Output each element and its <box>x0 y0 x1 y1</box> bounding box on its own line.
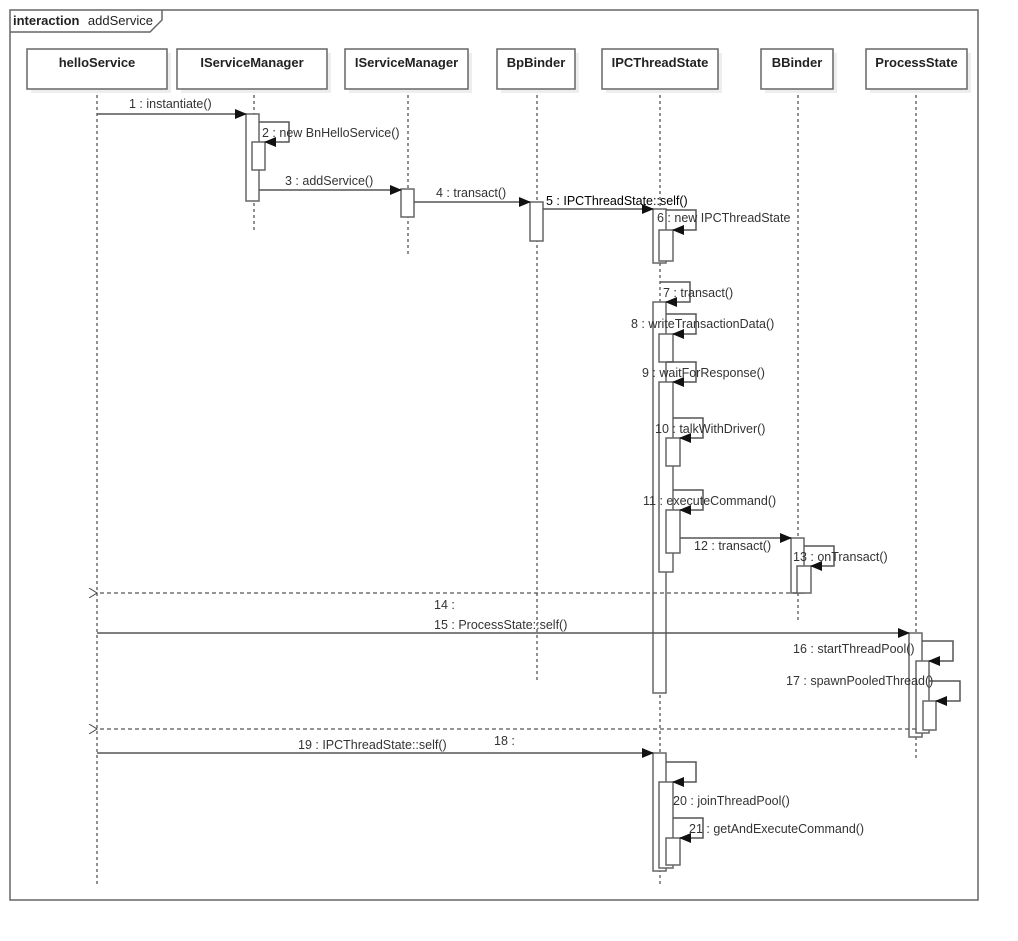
message-label: 3 : addService() <box>285 174 373 188</box>
frame-label: interaction addService <box>13 12 153 29</box>
lifeline-name: IServiceManager <box>200 55 303 70</box>
self-message-arrow <box>666 209 697 235</box>
activation-bar <box>665 837 681 866</box>
message-label: 14 : <box>434 598 455 612</box>
activation-bar <box>665 509 681 554</box>
self-message-arrow <box>929 680 961 706</box>
frame-name: addService <box>88 13 153 28</box>
activation-bar <box>665 437 681 467</box>
frame-label-tab <box>10 10 163 33</box>
activation-bar <box>796 565 812 594</box>
lifeline-name: helloService <box>59 55 136 70</box>
message-label: 10 : talkWithDriver() <box>655 422 765 436</box>
lifeline-name: IServiceManager <box>355 55 458 70</box>
activation-bar <box>251 141 266 171</box>
message-label: 6 : new IPCThreadState <box>657 211 790 225</box>
message-label: 11 : executeCommand() <box>643 494 776 508</box>
message-label: 13 : onTransact() <box>793 550 888 564</box>
self-message-arrow <box>666 361 697 387</box>
self-message-arrow <box>666 761 697 787</box>
lifeline-header <box>176 48 328 90</box>
self-message-arrow <box>666 313 697 339</box>
message-label: 19 : IPCThreadState::self() <box>298 738 447 752</box>
lifeline-name: ProcessState <box>875 55 957 70</box>
self-message-arrow <box>259 121 290 147</box>
message-label: 8 : writeTransactionData() <box>631 317 774 331</box>
message-label: 12 : transact() <box>694 539 771 553</box>
self-message-arrow <box>673 817 704 843</box>
lifeline-header <box>760 48 834 90</box>
activation-bar <box>658 333 674 363</box>
activation-bar <box>658 229 674 262</box>
activation-bar <box>529 201 544 242</box>
message-label: 4 : transact() <box>436 186 506 200</box>
self-message-arrow <box>673 489 704 515</box>
lifeline-header <box>496 48 576 90</box>
lifeline-name: IPCThreadState <box>612 55 709 70</box>
interaction-frame <box>9 9 979 901</box>
activation-bar <box>400 188 415 218</box>
message-label: 21 : getAndExecuteCommand() <box>689 822 864 836</box>
lifeline-header <box>601 48 719 90</box>
message-label: 1 : instantiate() <box>129 97 212 111</box>
frame-keyword: interaction <box>13 13 80 28</box>
lifeline-name: BBinder <box>772 55 823 70</box>
message-label: 18 : <box>494 734 515 748</box>
message-label: 7 : transact() <box>663 286 733 300</box>
message-label: 17 : spawnPooledThread() <box>786 674 933 688</box>
self-message-arrow <box>660 281 691 307</box>
self-message-arrow <box>922 640 954 666</box>
self-message-arrow <box>804 545 835 571</box>
message-label: 5 : IPCThreadState::self() <box>546 194 688 208</box>
self-message-arrow <box>673 417 704 443</box>
message-label: 9 : waitForResponse() <box>642 366 765 380</box>
lifeline-header <box>26 48 168 90</box>
activation-bar <box>922 700 937 731</box>
lifeline-header <box>865 48 968 90</box>
lifeline-name: BpBinder <box>507 55 566 70</box>
lifeline-header <box>344 48 469 90</box>
message-label: 2 : new BnHelloService() <box>262 126 400 140</box>
message-label: 20 : joinThreadPool() <box>673 794 790 808</box>
message-label: 15 : ProcessState::self() <box>434 618 567 632</box>
message-label: 16 : startThreadPool() <box>793 642 915 656</box>
